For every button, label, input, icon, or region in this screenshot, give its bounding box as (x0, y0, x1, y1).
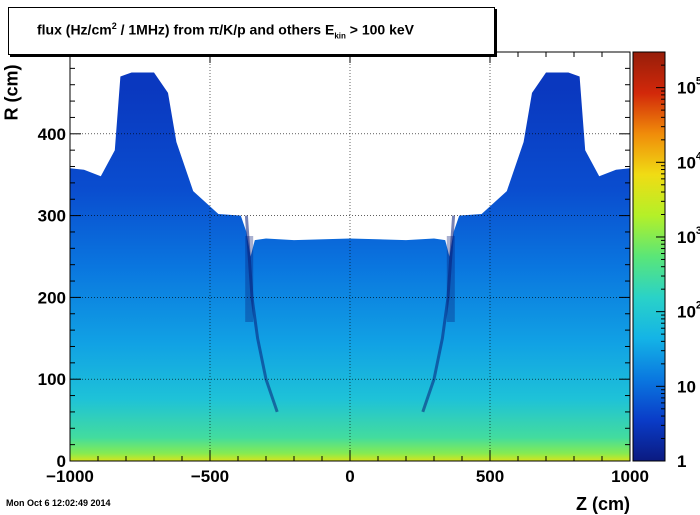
colorbar-tick-label: 10 (677, 377, 696, 396)
y-tick-label: 300 (38, 207, 66, 226)
timestamp: Mon Oct 6 12:02:49 2014 (6, 498, 111, 508)
title-prefix: flux (Hz/cm (37, 21, 112, 38)
title-middle: / 1MHz) from π/K/p and others E (116, 21, 335, 38)
colorbar-tick-label: 102 (677, 300, 700, 322)
title-suffix: > 100 keV (345, 21, 415, 38)
y-tick-label: 100 (38, 370, 66, 389)
axis-ticks: −1000 −500 0 500 1000 0 100 200 300 400 (38, 51, 649, 486)
colorbar-tick-exponent: 5 (696, 76, 700, 88)
y-tick-label: 200 (38, 288, 66, 307)
x-tick-label: 0 (345, 467, 354, 486)
colorbar-tick-label: 105 (677, 76, 700, 98)
colorbar-tick-label: 104 (677, 150, 700, 172)
y-tick-label: 0 (57, 452, 66, 471)
colorbar (633, 52, 665, 461)
flux-region (70, 72, 630, 461)
colorbar-tick-exponent: 3 (696, 225, 700, 237)
x-tick-label: −1000 (46, 467, 94, 486)
grid-lines (70, 52, 630, 461)
title-superscript: 2 (111, 21, 117, 31)
title-box: flux (Hz/cm2 / 1MHz) from π/K/p and othe… (8, 7, 495, 55)
x-tick-label: −500 (191, 467, 229, 486)
x-axis-label: Z (cm) (576, 494, 630, 514)
colorbar-tick-exponent: 2 (696, 300, 700, 312)
chart-title: flux (Hz/cm2 / 1MHz) from π/K/p and othe… (37, 21, 414, 40)
color-scale: 1 10 102 103 104 105 (632, 51, 700, 471)
colorbar-frame (632, 51, 666, 462)
colorbar-tick-label: 103 (677, 225, 700, 247)
cavity-edge (421, 215, 456, 413)
cavity-edge (244, 215, 279, 413)
heatmap-region (70, 72, 630, 461)
y-axis-label: R (cm) (1, 64, 22, 121)
x-tick-label: 1000 (611, 467, 649, 486)
x-tick-label: 500 (476, 467, 504, 486)
colorbar-tick-exponent: 4 (696, 150, 700, 162)
y-tick-label: 400 (38, 125, 66, 144)
colorbar-tick-label: 1 (677, 452, 686, 471)
title-subscript: kin (334, 31, 346, 41)
